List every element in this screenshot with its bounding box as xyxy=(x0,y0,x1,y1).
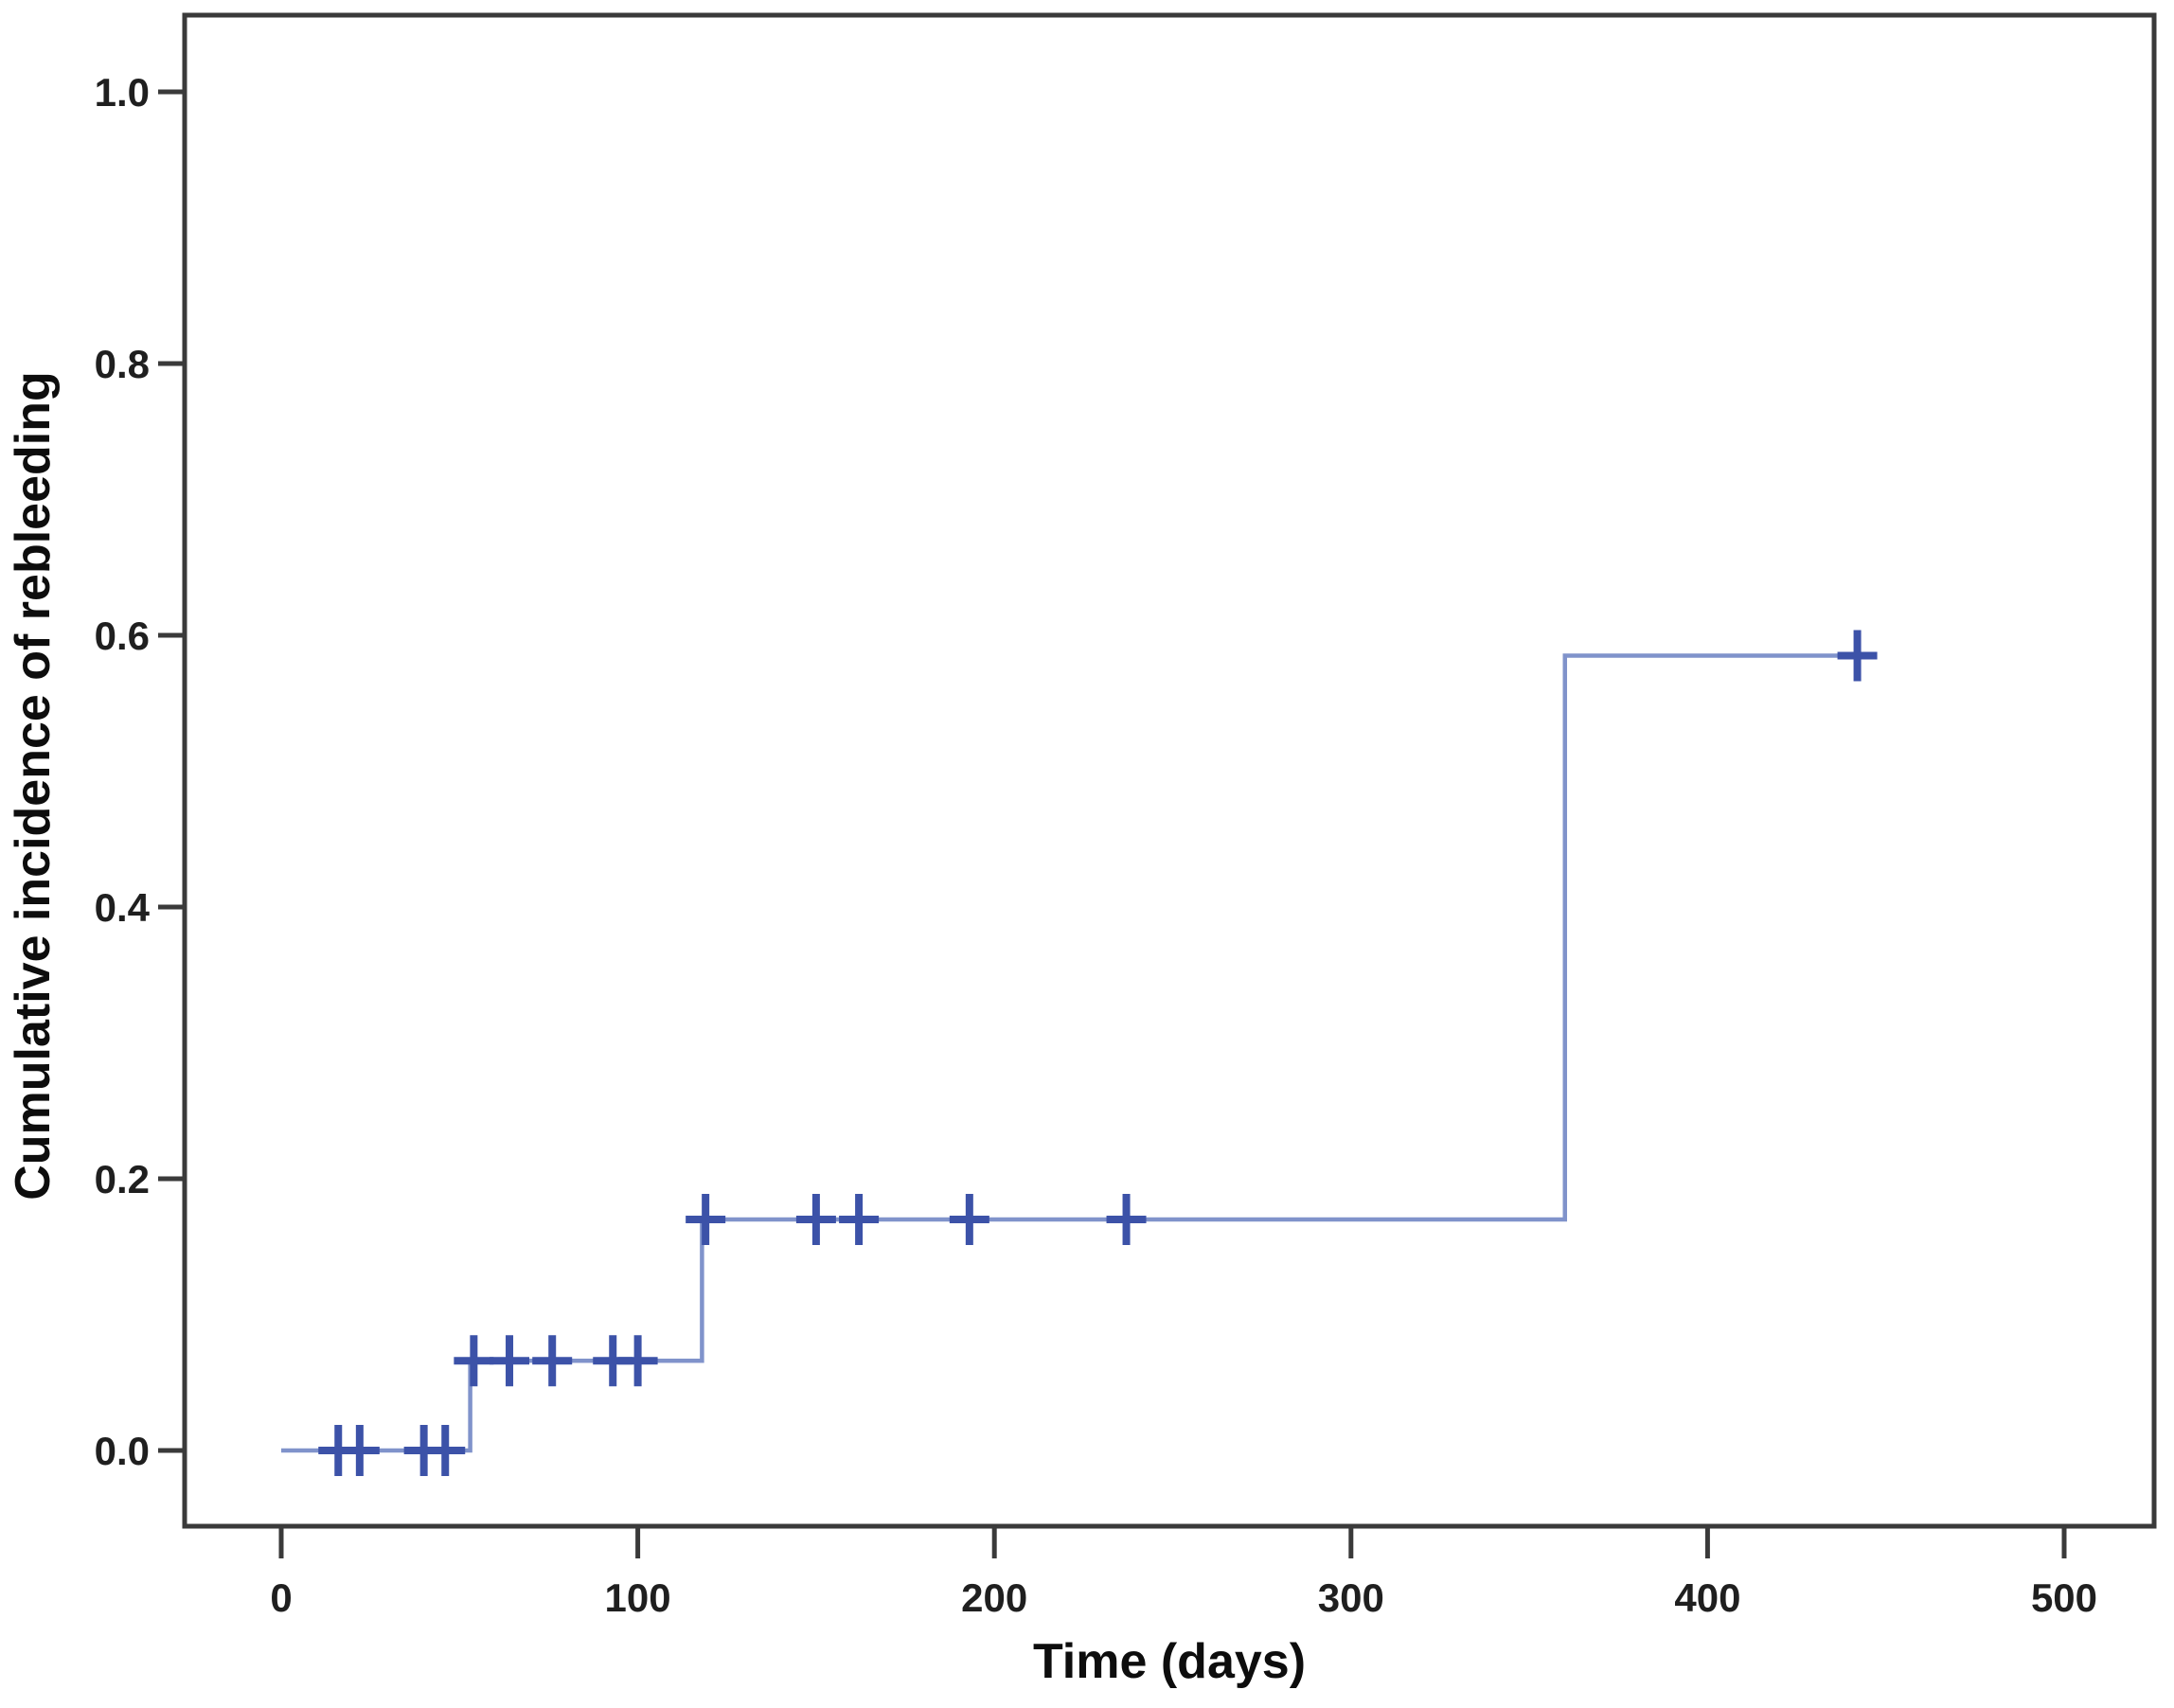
x-axis-title: Time (days) xyxy=(1033,1634,1306,1689)
plot-frame xyxy=(182,12,2157,1529)
incidence-series xyxy=(281,630,1878,1476)
incidence-curve xyxy=(281,653,1872,1453)
y-tick-label-0.4: 0.4 xyxy=(95,885,151,930)
x-tick-label-200: 200 xyxy=(961,1575,1027,1620)
x-tick-label-300: 300 xyxy=(1318,1575,1384,1620)
x-axis-ticks: 0 100 200 300 400 500 xyxy=(270,1526,2097,1620)
y-tick-label-0.2: 0.2 xyxy=(95,1157,150,1201)
y-tick-label-0.0: 0.0 xyxy=(95,1429,150,1473)
y-tick-label-0.8: 0.8 xyxy=(95,342,150,386)
x-tick-label-100: 100 xyxy=(605,1575,671,1620)
y-axis-title: Cumulative incidence of rebleeding xyxy=(6,371,61,1201)
x-tick-label-400: 400 xyxy=(1674,1575,1740,1620)
y-tick-label-0.6: 0.6 xyxy=(95,614,150,658)
x-tick-label-0: 0 xyxy=(270,1575,292,1620)
y-tick-label-1.0: 1.0 xyxy=(95,70,150,115)
y-axis-ticks: 0.0 0.2 0.4 0.6 0.8 1.0 xyxy=(95,70,185,1473)
x-tick-label-500: 500 xyxy=(2031,1575,2097,1620)
